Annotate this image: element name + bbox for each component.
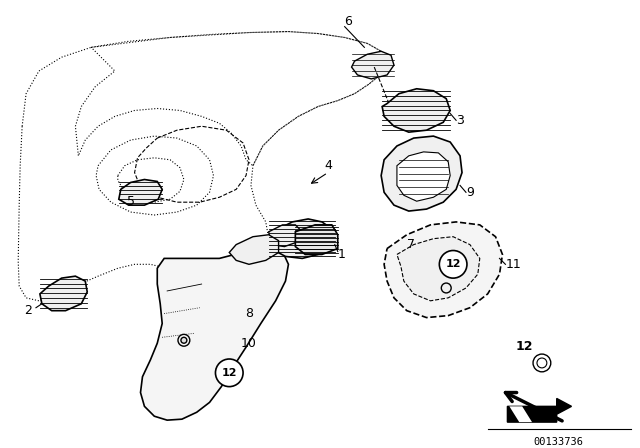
Text: 9: 9 xyxy=(466,186,474,199)
Polygon shape xyxy=(508,398,572,422)
Text: 3: 3 xyxy=(456,114,464,127)
Polygon shape xyxy=(382,89,450,132)
Polygon shape xyxy=(269,219,335,258)
Circle shape xyxy=(533,354,551,372)
Circle shape xyxy=(537,358,547,368)
Circle shape xyxy=(181,337,187,343)
Polygon shape xyxy=(119,180,162,205)
Polygon shape xyxy=(381,136,462,211)
Text: 11: 11 xyxy=(506,258,521,271)
Text: 6: 6 xyxy=(344,15,351,28)
Text: 10: 10 xyxy=(241,337,257,350)
Text: 5: 5 xyxy=(127,195,134,208)
Text: 2: 2 xyxy=(24,304,32,317)
Polygon shape xyxy=(397,152,450,201)
Polygon shape xyxy=(295,225,338,254)
Circle shape xyxy=(216,359,243,387)
Circle shape xyxy=(442,283,451,293)
Polygon shape xyxy=(40,276,87,310)
Text: 12: 12 xyxy=(445,259,461,269)
Circle shape xyxy=(178,334,190,346)
Polygon shape xyxy=(384,222,502,318)
Circle shape xyxy=(439,250,467,278)
Polygon shape xyxy=(351,51,394,79)
Polygon shape xyxy=(229,235,278,264)
Text: 00133736: 00133736 xyxy=(534,437,584,447)
Text: 7: 7 xyxy=(407,238,415,251)
Text: 8: 8 xyxy=(245,307,253,320)
Polygon shape xyxy=(509,406,532,422)
Polygon shape xyxy=(141,249,289,420)
Text: 12: 12 xyxy=(221,368,237,378)
Text: 12: 12 xyxy=(515,340,532,353)
Text: 4: 4 xyxy=(324,159,332,172)
Text: 1: 1 xyxy=(338,248,346,261)
Polygon shape xyxy=(397,237,480,301)
Polygon shape xyxy=(269,225,302,246)
